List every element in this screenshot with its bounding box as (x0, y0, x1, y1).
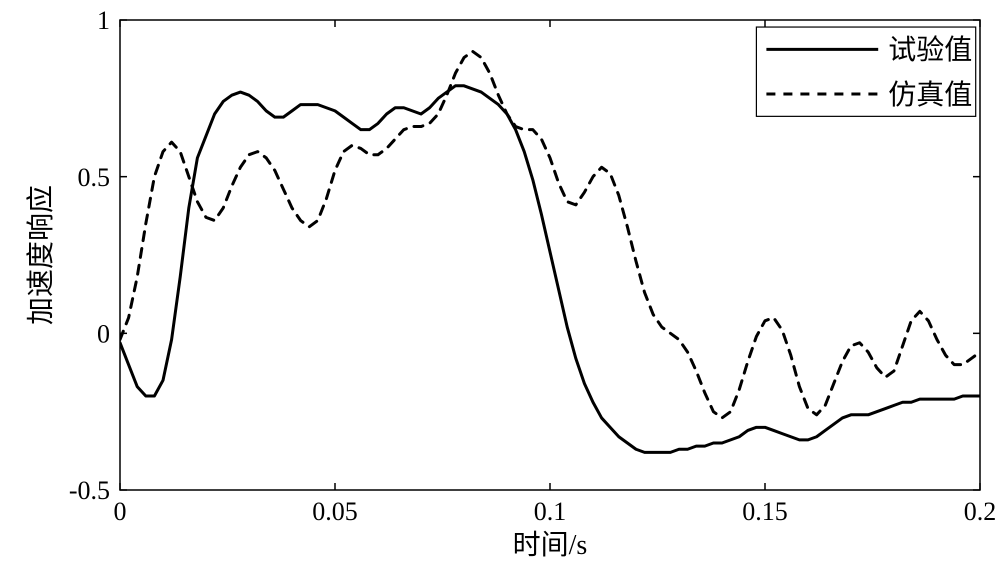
chart-container: 00.050.10.150.2-0.500.51时间/s加速度响应试验值仿真值 (0, 0, 1000, 569)
chart-svg: 00.050.10.150.2-0.500.51时间/s加速度响应试验值仿真值 (0, 0, 1000, 569)
y-axis-label: 加速度响应 (25, 185, 57, 325)
legend-label-simulation: 仿真值 (888, 79, 972, 111)
y-tick-label: 1 (97, 6, 110, 35)
x-axis-label: 时间/s (513, 529, 588, 561)
x-tick-label: 0.2 (964, 497, 997, 526)
x-tick-label: 0.1 (534, 497, 567, 526)
legend-label-experimental: 试验值 (888, 34, 972, 66)
y-tick-label: -0.5 (69, 476, 110, 505)
x-tick-label: 0.15 (742, 497, 788, 526)
x-tick-label: 0 (114, 497, 127, 526)
series-experimental (120, 86, 980, 453)
y-tick-label: 0.5 (78, 163, 111, 192)
y-tick-label: 0 (97, 319, 110, 348)
x-tick-label: 0.05 (312, 497, 358, 526)
